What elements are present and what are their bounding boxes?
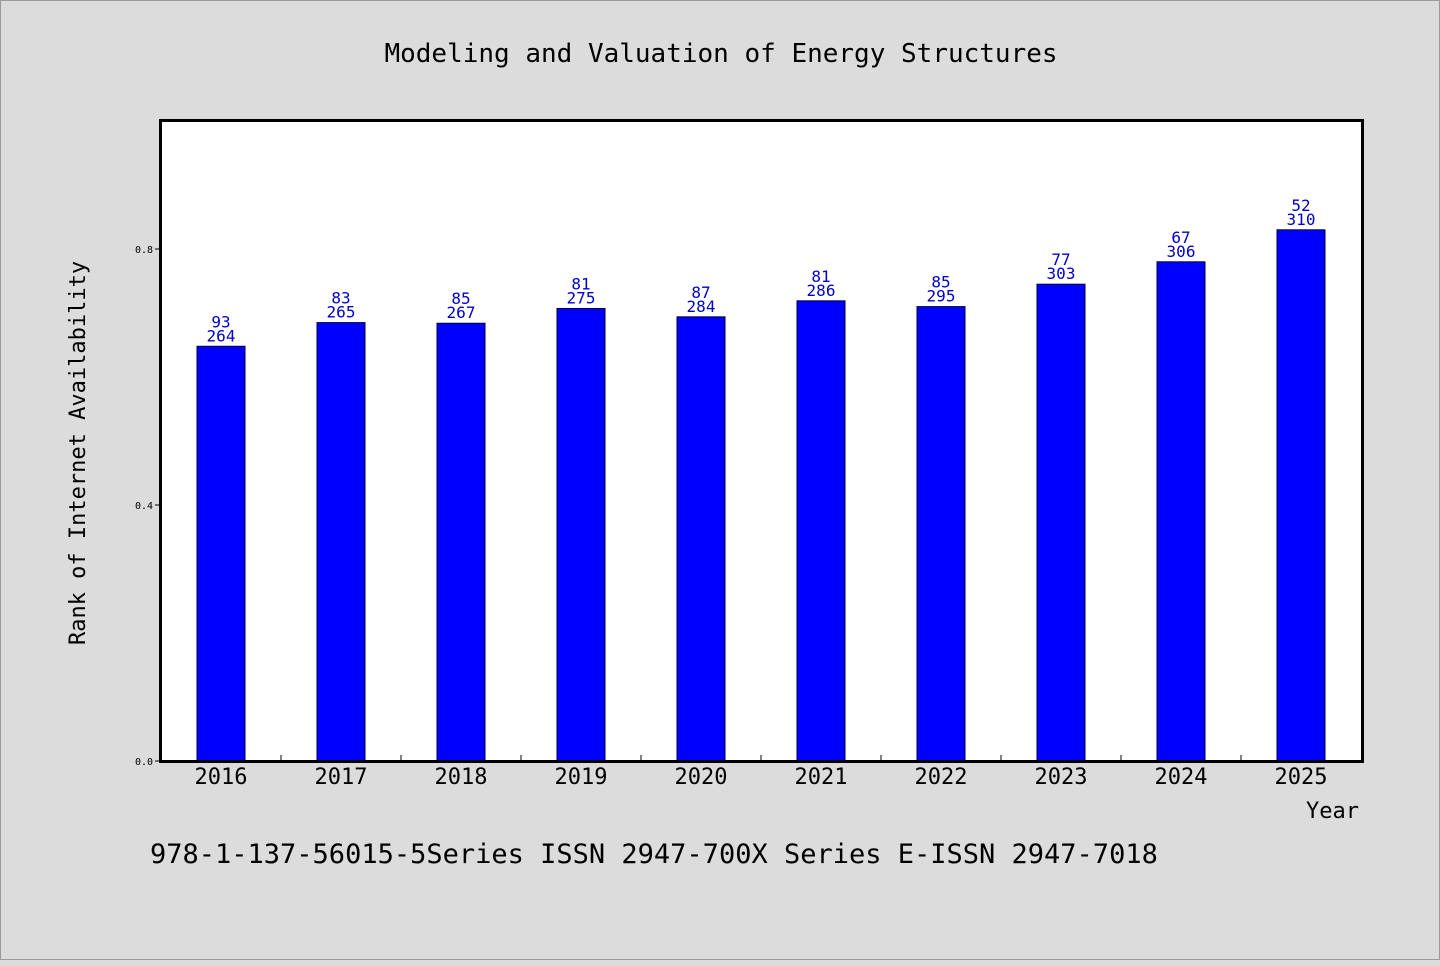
data-label-bottom-2019: 275 [567, 289, 596, 308]
data-label-top-2022: 85 [931, 273, 950, 292]
x-tick-label-2018: 2018 [435, 765, 488, 790]
data-label-top-2018: 85 [451, 289, 470, 308]
data-label-top-2021: 81 [811, 267, 830, 286]
bar-2020 [676, 316, 726, 762]
data-label-top-2020: 87 [691, 283, 710, 302]
bars-group [196, 229, 1326, 762]
y-axis: 0.0 0.4 0.8 [135, 245, 161, 768]
x-tick-label-2021: 2021 [795, 765, 848, 790]
y-tick-label: 0.0 [135, 757, 153, 768]
data-label-bottom-2022: 295 [927, 287, 956, 306]
x-tick-label-2023: 2023 [1035, 765, 1088, 790]
x-tick-label-2016: 2016 [195, 765, 248, 790]
data-label-bottom-2017: 265 [327, 303, 356, 322]
x-tick-label-2017: 2017 [315, 765, 368, 790]
x-tick-label-2024: 2024 [1155, 765, 1208, 790]
data-label-bottom-2024: 306 [1167, 242, 1196, 261]
x-axis: 2016 2017 2018 2019 2020 2021 2022 2023 2024 2025 [195, 755, 1328, 790]
plot-border [159, 119, 1364, 763]
footer-isbn-text: 978-1-137-56015-5Series ISSN 2947-700X S… [150, 839, 1158, 870]
data-label-bottom-2023: 303 [1047, 264, 1076, 283]
data-label-bottom-2016: 264 [207, 326, 236, 345]
data-label-top-2023: 77 [1051, 250, 1070, 269]
data-label-bottom-2018: 267 [447, 303, 476, 322]
bar-2016 [196, 345, 246, 762]
bar-2018 [436, 322, 486, 762]
bar-2022 [916, 306, 966, 762]
bar-2023 [1036, 283, 1086, 762]
bar-2024 [1156, 261, 1206, 762]
data-label-top-2025: 52 [1291, 196, 1310, 215]
y-tick-label: 0.4 [135, 501, 153, 512]
chart-title: Modeling and Valuation of Energy Structu… [384, 39, 1057, 69]
data-label-top-2024: 67 [1171, 228, 1190, 247]
x-tick-label-2022: 2022 [915, 765, 968, 790]
data-label-top-2016: 93 [211, 312, 230, 331]
x-tick-label-2019: 2019 [555, 765, 608, 790]
data-label-bottom-2020: 284 [687, 297, 716, 316]
y-axis-label: Rank of Internet Availability [66, 261, 91, 645]
data-label-top-2017: 83 [331, 289, 350, 308]
data-label-top-2019: 81 [571, 275, 590, 294]
y-tick-label: 0.8 [135, 245, 153, 256]
bar-2025 [1276, 229, 1326, 762]
bar-2019 [556, 308, 606, 762]
bar-2021 [796, 300, 846, 762]
bar-2017 [316, 322, 366, 762]
data-label-bottom-2025: 310 [1287, 210, 1316, 229]
data-label-bottom-2021: 286 [807, 281, 836, 300]
x-axis-label: Year [1306, 799, 1359, 824]
x-tick-label-2025: 2025 [1275, 765, 1328, 790]
x-tick-label-2020: 2020 [675, 765, 728, 790]
